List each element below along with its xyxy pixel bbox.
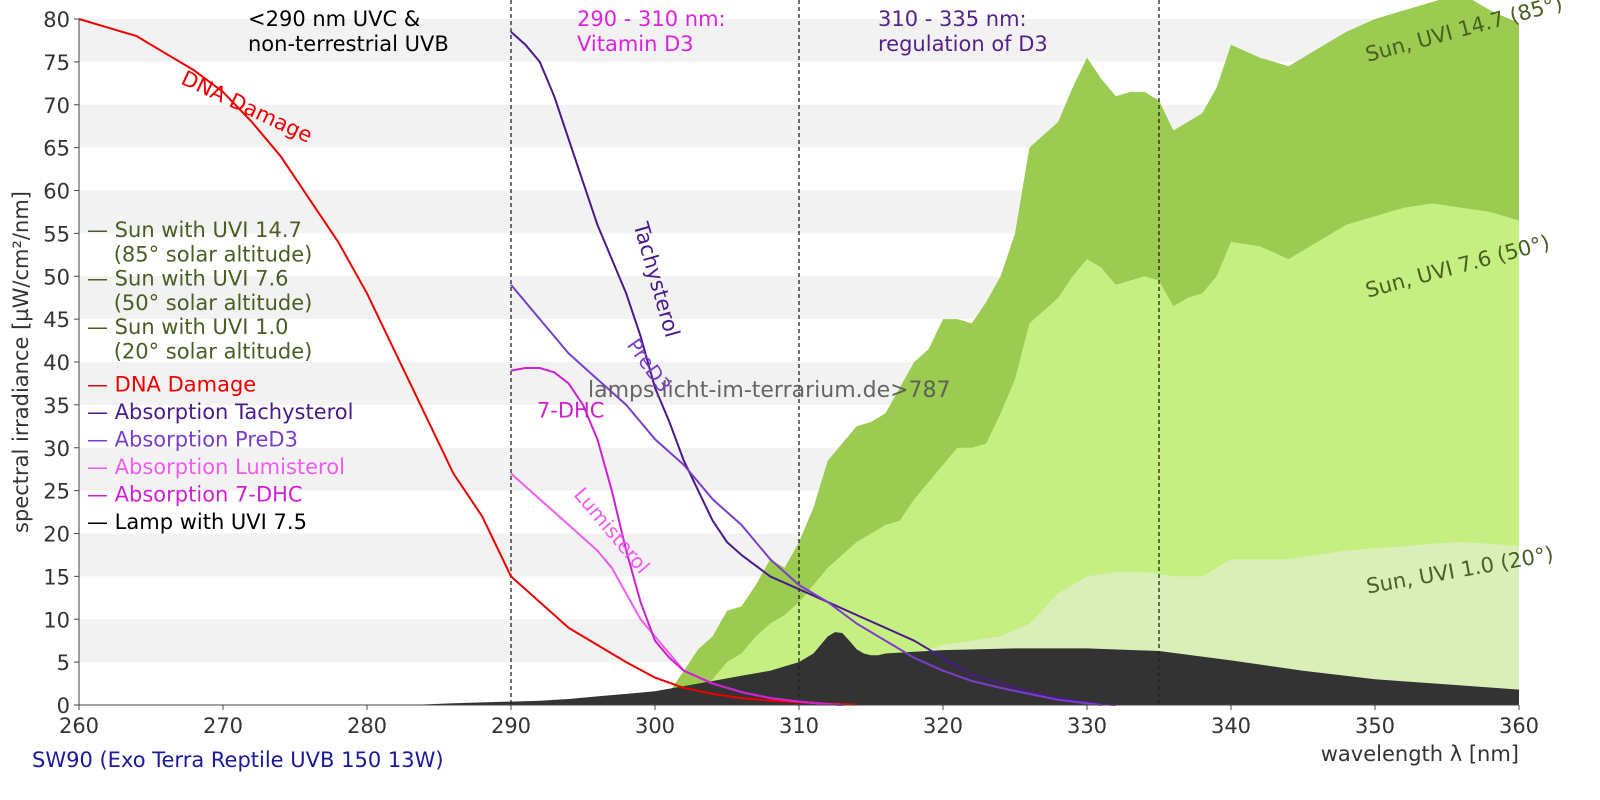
y-tick-label: 15 [43, 565, 70, 589]
x-tick-label: 280 [347, 714, 387, 738]
y-tick-label: 75 [43, 51, 70, 75]
legend-entry: — Sun with UVI 14.7 [87, 218, 302, 242]
y-tick-label: 70 [43, 94, 70, 118]
curve-annotation: 7-DHC [537, 399, 605, 423]
watermark: lamps.licht-im-terrarium.de>787 [588, 378, 951, 403]
y-tick-label: 20 [43, 523, 70, 547]
area-lamp-with-uvi-7-5 [410, 632, 1520, 705]
absorption-curves [78, 18, 1116, 706]
y-tick-label: 65 [43, 137, 70, 161]
legend-entry: (50° solar altitude) [87, 291, 312, 315]
curve-pred3 [510, 284, 1102, 706]
x-tick-label: 330 [1067, 714, 1107, 738]
region-label: 310 - 335 nm: [878, 7, 1027, 31]
x-tick-label: 270 [203, 714, 243, 738]
curve-dna-damage [78, 18, 857, 706]
y-tick-label: 55 [43, 222, 70, 246]
legend-entry: — Sun with UVI 1.0 [87, 315, 289, 339]
y-tick-label: 45 [43, 308, 70, 332]
legend-entry: — Sun with UVI 7.6 [87, 267, 289, 291]
region-divider-lines [510, 0, 1160, 705]
legend-entry: — Absorption 7-DHC [87, 483, 303, 507]
x-tick-label: 300 [635, 714, 675, 738]
y-tick-label: 25 [43, 480, 70, 504]
region-label: <290 nm UVC & [248, 7, 420, 31]
grid-band [79, 19, 1519, 62]
x-tick-label: 320 [923, 714, 963, 738]
y-tick-label: 5 [57, 651, 70, 675]
x-tick-label: 350 [1355, 714, 1395, 738]
y-tick-label: 40 [43, 351, 70, 375]
lamp-model-caption: SW90 (Exo Terra Reptile UVB 150 13W) [32, 748, 444, 772]
y-tick-label: 50 [43, 265, 70, 289]
legend-entry: (85° solar altitude) [87, 243, 312, 267]
x-tick-label: 290 [491, 714, 531, 738]
region-label: non-terrestrial UVB [248, 32, 449, 56]
legend-entry: — Absorption Tachysterol [87, 400, 353, 424]
legend-entry: — Lamp with UVI 7.5 [87, 510, 307, 534]
y-tick-label: 35 [43, 394, 70, 418]
curve-tachysterol [510, 31, 1116, 706]
y-tick-label: 30 [43, 437, 70, 461]
legend-entry: (20° solar altitude) [87, 340, 312, 364]
sun-and-lamp-areas [410, 0, 1520, 705]
axes: 0 5 10 15 20 25 30 35 40 45 50 55 60 65 70 75 80 260 270 28… [9, 8, 1539, 766]
x-tick-label: 340 [1211, 714, 1251, 738]
x-tick-label: 260 [59, 714, 99, 738]
region-label: regulation of D3 [878, 32, 1048, 56]
legend-entry: — Absorption Lumisterol [87, 455, 345, 479]
region-label: 290 - 310 nm: [577, 7, 726, 31]
region-label: Vitamin D3 [577, 32, 694, 56]
legend-entry: — DNA Damage [87, 373, 256, 397]
y-tick-label: 0 [57, 694, 70, 718]
x-axis-label: wavelength λ [nm] [1321, 742, 1519, 766]
legend-entry: — Absorption PreD3 [87, 428, 298, 452]
y-axis-label: spectral irradiance [µW/cm²/nm] [9, 191, 33, 533]
y-tick-label: 60 [43, 180, 70, 204]
x-tick-label: 310 [779, 714, 819, 738]
y-tick-label: 10 [43, 608, 70, 632]
y-tick-label: 80 [43, 8, 70, 32]
x-tick-label: 360 [1499, 714, 1539, 738]
curve-7-dhc [510, 367, 843, 706]
